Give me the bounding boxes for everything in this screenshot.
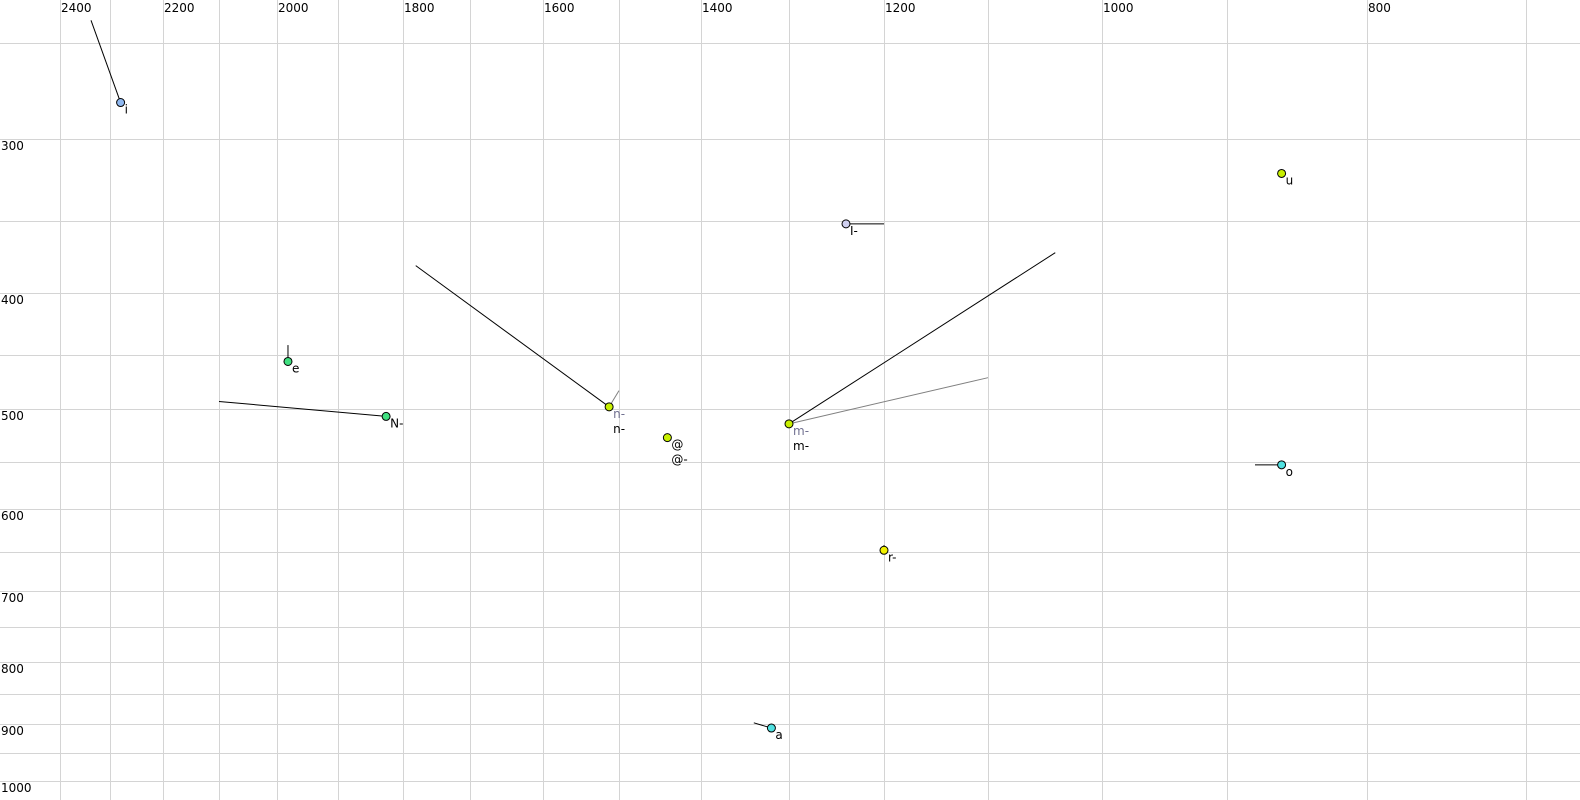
x-tick-label: 2400 bbox=[61, 1, 92, 15]
tick-labels: 2400 2200 2000 1800 1600 1400 1200 1000 800 300 40… bbox=[1, 1, 1391, 795]
trajectory-line bbox=[788, 377, 989, 425]
point-label: @ bbox=[671, 438, 683, 452]
x-tick-label: 1600 bbox=[544, 1, 575, 15]
trajectory-line bbox=[218, 400, 387, 417]
data-point bbox=[604, 402, 614, 412]
trajectory-line bbox=[788, 252, 1056, 425]
y-tick-label: 300 bbox=[1, 139, 24, 153]
data-point bbox=[381, 411, 391, 421]
point-label: u bbox=[1286, 173, 1294, 187]
y-tick-label: 1000 bbox=[1, 781, 32, 795]
data-point bbox=[879, 545, 889, 555]
y-tick-label: 600 bbox=[1, 509, 24, 523]
y-tick-label: 700 bbox=[1, 591, 24, 605]
x-tick-label: 1000 bbox=[1103, 1, 1134, 15]
data-point bbox=[116, 98, 126, 108]
trajectory-line bbox=[415, 265, 610, 408]
point-label: n- bbox=[613, 422, 625, 436]
points: i e N-n-n- @@- m-m- I-u o r-a bbox=[116, 98, 1294, 742]
point-label: I- bbox=[850, 224, 858, 238]
data-point bbox=[283, 356, 293, 366]
y-tick-label: 800 bbox=[1, 662, 24, 676]
point-label: a bbox=[775, 728, 782, 742]
x-tick-label: 2000 bbox=[278, 1, 309, 15]
point-label: @- bbox=[671, 453, 687, 467]
point-label: r- bbox=[888, 550, 897, 564]
y-tick-label: 400 bbox=[1, 293, 24, 307]
x-tick-label: 800 bbox=[1368, 1, 1391, 15]
point-label: e bbox=[292, 361, 299, 375]
point-label: m- bbox=[793, 439, 809, 453]
y-tick-label: 900 bbox=[1, 724, 24, 738]
data-point bbox=[766, 723, 776, 733]
x-tick-label: 1400 bbox=[702, 1, 733, 15]
data-point bbox=[662, 433, 672, 443]
y-tick-label: 500 bbox=[1, 409, 24, 423]
trails bbox=[90, 20, 1282, 729]
point-label: o bbox=[1286, 465, 1293, 479]
point-label: m- bbox=[793, 424, 809, 438]
data-point bbox=[1277, 460, 1287, 470]
data-point bbox=[841, 219, 851, 229]
data-point bbox=[1277, 168, 1287, 178]
x-tick-label: 1200 bbox=[885, 1, 916, 15]
point-label: i bbox=[125, 103, 128, 117]
trajectory-line bbox=[90, 20, 122, 103]
point-label: N- bbox=[390, 416, 403, 430]
x-tick-label: 2200 bbox=[164, 1, 195, 15]
point-label: n- bbox=[613, 407, 625, 421]
x-tick-label: 1800 bbox=[404, 1, 435, 15]
data-point bbox=[784, 419, 794, 429]
